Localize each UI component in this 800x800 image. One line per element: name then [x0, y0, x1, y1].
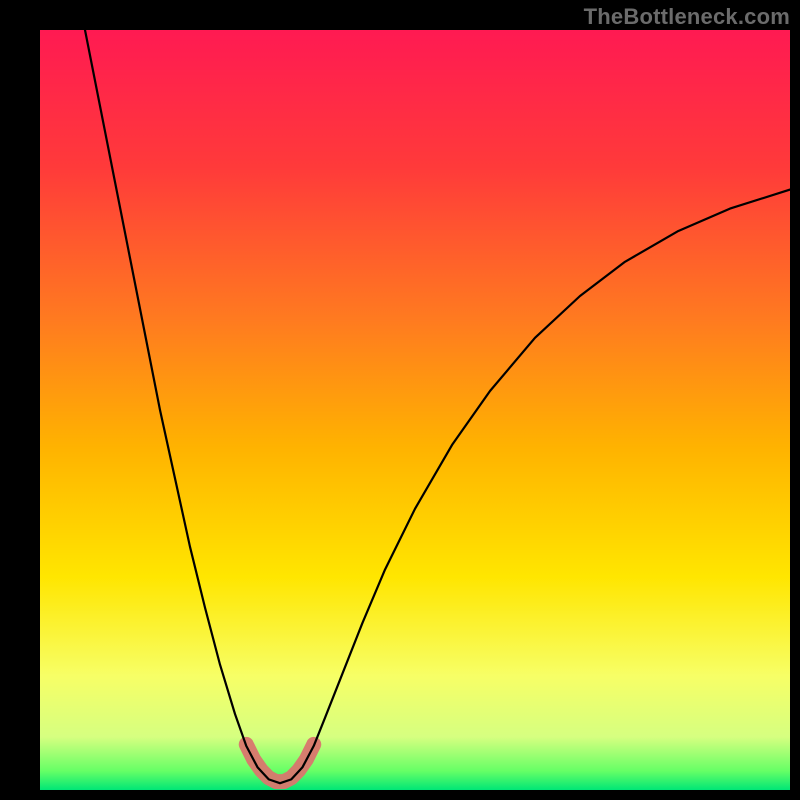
plot-svg	[40, 30, 790, 790]
gradient-background	[40, 30, 790, 790]
figure: TheBottleneck.com	[0, 0, 800, 800]
site-watermark: TheBottleneck.com	[584, 4, 790, 30]
plot-area	[40, 30, 790, 790]
